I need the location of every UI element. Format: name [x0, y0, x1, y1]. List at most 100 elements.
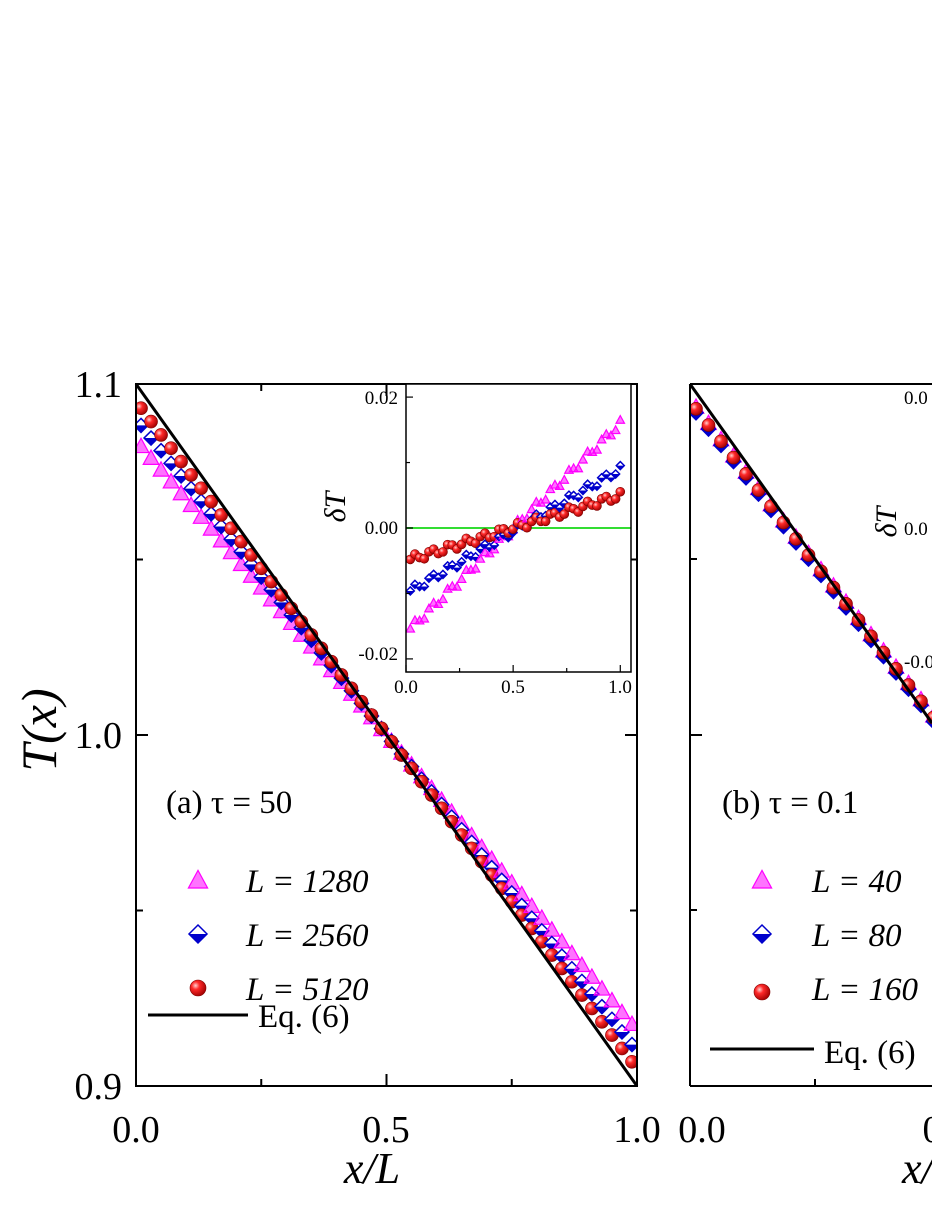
panel-a-x-tick-label: 1.0 [613, 1109, 661, 1151]
legend-marker-sphere-b [753, 983, 771, 1001]
inset-a-y-tick-label: 0.02 [365, 388, 398, 409]
data-point-triangle [152, 460, 170, 477]
legend-marker-diamond-b [751, 923, 773, 945]
data-point-triangle [593, 979, 611, 996]
data-point-triangle [192, 507, 210, 524]
data-point-sphere [625, 1054, 637, 1069]
inset-point-sphere [540, 516, 551, 527]
data-point-triangle [583, 967, 601, 984]
panel-b-ticks [690, 383, 816, 1086]
panel-a-y-tick-label: 0.9 [75, 1066, 123, 1108]
data-point-sphere [714, 434, 728, 449]
data-point-sphere [154, 428, 168, 442]
legend-label: L = 1280 [245, 864, 369, 900]
inset-point-triangle [610, 424, 621, 435]
panel-b: 0.0 0 x/ (b) τ = 0.1 L = 40 L = 80 L = 1… [678, 383, 932, 1193]
legend-marker-sphere [189, 979, 207, 997]
legend-label: Eq. (6) [258, 999, 350, 1035]
inset-point-sphere [610, 494, 621, 504]
inset-point-triangle [615, 414, 626, 424]
legend-label: Eq. (6) [824, 1035, 916, 1071]
inset-point-triangle [545, 483, 556, 494]
inset-point-triangle [475, 553, 486, 563]
panel-a-y-axis-label: T(x) [11, 688, 67, 771]
inset-point-triangle [406, 623, 416, 633]
panel-a-annotation: (a) τ = 50 [166, 785, 292, 821]
inset-point-triangle [419, 613, 430, 623]
panel-a-inset: 0.0 0.5 1.0 -0.02 0.00 0.02 δT [319, 383, 632, 698]
legend-triangle-icon [751, 869, 773, 889]
inset-point-triangle [573, 462, 584, 473]
panel-a-x-tick-label: 0.0 [112, 1109, 160, 1151]
data-point-sphere [184, 468, 198, 482]
panel-a-y-tick-label: 1.0 [75, 715, 123, 757]
legend-label: L = 80 [811, 918, 902, 954]
inset-point-triangle [437, 593, 449, 604]
inset-point-triangle [596, 433, 607, 444]
inset-point-diamond [591, 481, 603, 492]
inset-a-ticks [405, 396, 621, 672]
legend-label: L = 5120 [245, 972, 369, 1008]
data-point-sphere [701, 418, 716, 432]
data-point-triangle [136, 437, 150, 454]
data-point-diamond [183, 480, 200, 497]
panel-b-x-tick-label: 0.0 [678, 1109, 726, 1151]
panel-b-markers [690, 397, 932, 729]
data-point-diamond [583, 985, 600, 1003]
data-point-sphere [204, 494, 218, 509]
data-point-triangle [603, 991, 621, 1008]
inset-point-sphere [438, 547, 448, 557]
inset-a-x-tick-label: 0.0 [394, 677, 418, 698]
legend-sphere-icon [189, 979, 207, 997]
inset-point-triangle [470, 563, 481, 573]
legend-label: L = 40 [811, 864, 902, 900]
inset-b-y-tick-label: 0.0 [904, 519, 928, 540]
legend-triangle-icon [187, 869, 209, 889]
inset-point-diamond [456, 556, 467, 567]
panel-a-x-axis-label: x/L [343, 1144, 400, 1193]
inset-point-sphere [419, 553, 430, 564]
inset-a-y-axis-label: δT [319, 489, 352, 522]
inset-point-sphere [592, 501, 602, 511]
inset-point-triangle [540, 494, 551, 504]
inset-point-triangle [526, 503, 537, 514]
inset-point-diamond [437, 569, 449, 580]
data-point-triangle [613, 1003, 631, 1020]
data-point-sphere [174, 454, 188, 469]
legend-diamond-icon [751, 923, 773, 945]
inset-point-triangle [559, 474, 570, 484]
inset-point-triangle [605, 429, 617, 440]
inset-point-triangle [423, 602, 435, 613]
legend-marker-triangle [187, 869, 209, 889]
inset-a-y-tick-label: 0.00 [365, 518, 398, 539]
inset-point-triangle [591, 444, 603, 454]
inset-point-diamond [419, 581, 430, 592]
data-point-sphere [690, 402, 703, 416]
inset-point-triangle [554, 480, 565, 490]
data-point-triangle [623, 1014, 637, 1032]
panel-b-x-axis-label: x/ [901, 1144, 932, 1193]
inset-point-triangle [577, 454, 589, 464]
inset-a-markers [406, 414, 626, 633]
panel-b-inset-partial: δT 0.0 0.0 -0.0 [870, 388, 932, 673]
inset-point-diamond [615, 460, 626, 471]
inset-b-y-tick-label: -0.0 [904, 652, 932, 673]
panel-a-x-tick-label: 0.5 [362, 1109, 410, 1151]
data-point-sphere [144, 414, 158, 429]
panel-a-ticks [135, 383, 638, 1087]
inset-point-sphere [615, 486, 626, 497]
inset-b-y-tick-label: 0.0 [904, 388, 928, 409]
inset-point-diamond [573, 492, 584, 503]
inset-point-triangle [456, 573, 467, 584]
panel-a: 0.0 0.5 1.0 0.9 1.0 1.1 x/L T(x) (a) τ =… [11, 364, 661, 1193]
panel-b-legend: L = 40 L = 80 L = 160 Eq. (6) [710, 864, 919, 1071]
inset-point-diamond [610, 468, 621, 480]
data-point-triangle [573, 955, 591, 973]
legend-sphere-icon [753, 983, 771, 1001]
data-point-triangle [142, 448, 160, 465]
legend-marker-triangle-b [751, 869, 773, 889]
inset-point-diamond [451, 562, 463, 573]
panel-a-y-tick-label: 1.1 [75, 364, 123, 406]
inset-point-diamond [582, 479, 593, 490]
inset-point-triangle [451, 581, 463, 591]
